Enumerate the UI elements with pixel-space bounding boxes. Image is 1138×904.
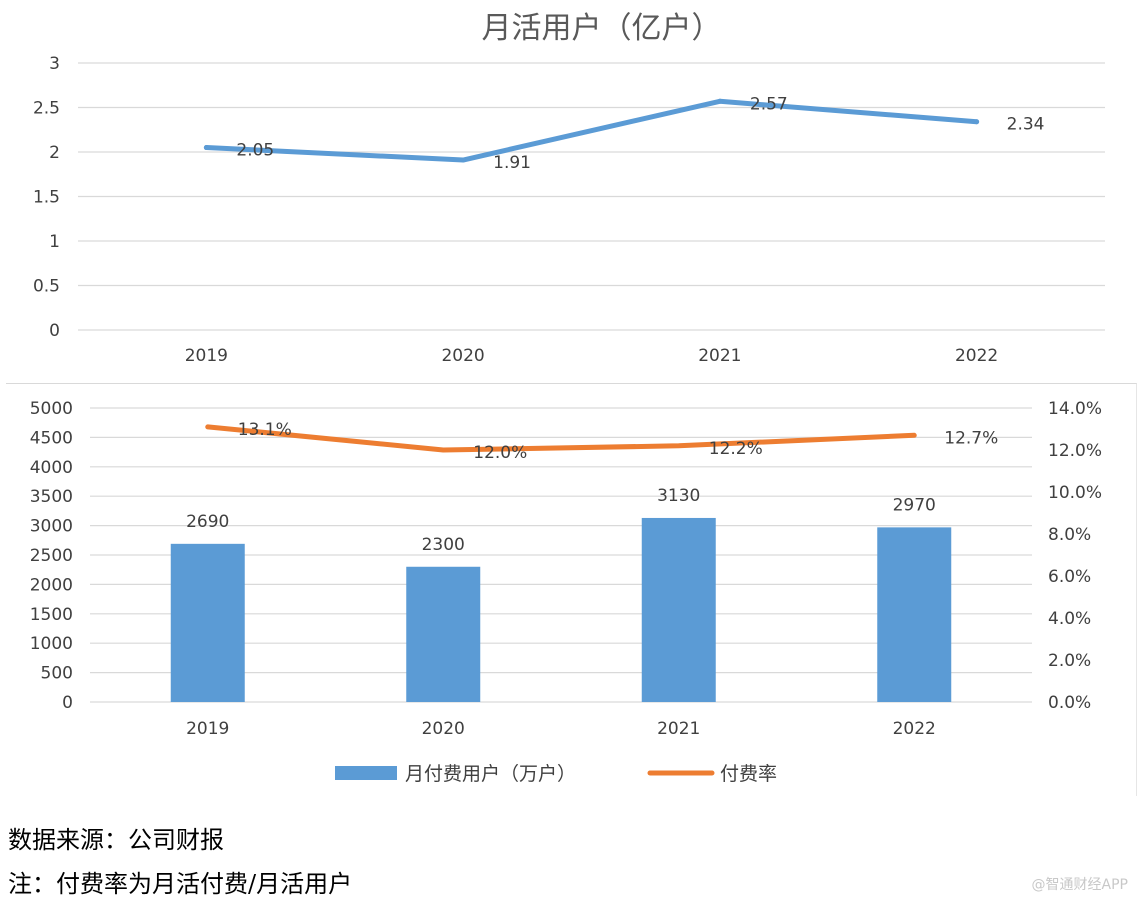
y-tick-label: 1 <box>49 232 60 252</box>
y-left-tick-label: 1000 <box>30 634 73 654</box>
x-tick-label: 2019 <box>186 719 229 739</box>
paid-users-bar <box>877 527 952 702</box>
paid-users-bar <box>641 517 716 702</box>
data-source-note: 数据来源：公司财报 <box>8 826 224 854</box>
mau-data-label: 2.05 <box>236 141 274 161</box>
legend-bar-label: 月付费用户（万户） <box>405 763 576 785</box>
y-tick-label: 1.5 <box>33 188 60 208</box>
paid-users-bar <box>170 543 245 702</box>
mau-data-label: 2.57 <box>750 94 788 114</box>
x-tick-label: 2022 <box>955 346 998 366</box>
y-left-tick-label: 0 <box>62 693 73 713</box>
paid-chart-frame <box>6 383 1137 796</box>
y-left-tick-label: 5000 <box>30 399 73 419</box>
y-tick-label: 2 <box>49 143 60 163</box>
x-tick-label: 2022 <box>893 719 936 739</box>
legend-bar-swatch <box>335 766 397 780</box>
payment-rate-line <box>205 424 917 453</box>
y-left-tick-label: 1500 <box>30 605 73 625</box>
mau-point <box>717 98 723 104</box>
y-left-tick-label: 4500 <box>30 428 73 448</box>
y-right-tick-label: 14.0% <box>1048 399 1102 419</box>
y-left-tick-label: 3500 <box>30 487 73 507</box>
paid-users-data-label: 2690 <box>186 512 229 532</box>
y-right-tick-label: 6.0% <box>1048 567 1091 587</box>
mau-series-line <box>203 98 980 163</box>
y-left-tick-label: 2500 <box>30 546 73 566</box>
paid-users-data-label: 2970 <box>893 495 936 515</box>
x-tick-label: 2020 <box>441 346 484 366</box>
y-tick-label: 0.5 <box>33 277 60 297</box>
y-right-tick-label: 4.0% <box>1048 609 1091 629</box>
y-left-tick-label: 500 <box>41 664 73 684</box>
y-right-tick-label: 12.0% <box>1048 441 1102 461</box>
mau-point <box>203 145 209 151</box>
x-tick-label: 2021 <box>698 346 741 366</box>
paid-users-data-label: 2300 <box>422 535 465 555</box>
paid-users-bar <box>406 566 481 702</box>
y-right-tick-label: 0.0% <box>1048 693 1091 713</box>
y-tick-label: 2.5 <box>33 99 60 119</box>
watermark: @智通财经APP <box>1031 877 1128 893</box>
mau-data-label: 1.91 <box>493 153 531 173</box>
payment-rate-data-label: 13.1% <box>238 420 292 440</box>
x-tick-label: 2021 <box>657 719 700 739</box>
legend-line-label: 付费率 <box>720 763 777 785</box>
y-tick-label: 3 <box>49 54 60 74</box>
paid-users-data-label: 3130 <box>657 486 700 506</box>
y-tick-label: 0 <box>49 321 60 341</box>
y-left-tick-label: 4000 <box>30 458 73 478</box>
x-tick-label: 2019 <box>185 346 228 366</box>
y-left-tick-label: 3000 <box>30 517 73 537</box>
y-right-tick-label: 10.0% <box>1048 483 1102 503</box>
mau-point <box>460 157 466 163</box>
payment-rate-data-label: 12.2% <box>709 439 763 459</box>
y-right-tick-label: 8.0% <box>1048 525 1091 545</box>
paid-users-combo-chart: 0 500 1000 1500 2000 2500 3000 3500 4000 4500 5000… <box>30 399 1102 785</box>
mau-point <box>974 119 980 125</box>
payment-rate-data-label: 12.0% <box>473 443 527 463</box>
chart-title: 月活用户（亿户） <box>482 11 722 46</box>
x-tick-label: 2020 <box>422 719 465 739</box>
payment-rate-note: 注：付费率为月活付费/月活用户 <box>8 870 353 898</box>
y-left-tick-label: 2000 <box>30 575 73 595</box>
mau-line-chart: 月活用户（亿户） 0 0.5 1 1.5 2 2.5 3 2019 2020 2021 2022 2.0… <box>33 11 1105 366</box>
mau-data-label: 2.34 <box>1007 115 1045 135</box>
y-right-tick-label: 2.0% <box>1048 651 1091 671</box>
payment-rate-data-label: 12.7% <box>944 428 998 448</box>
